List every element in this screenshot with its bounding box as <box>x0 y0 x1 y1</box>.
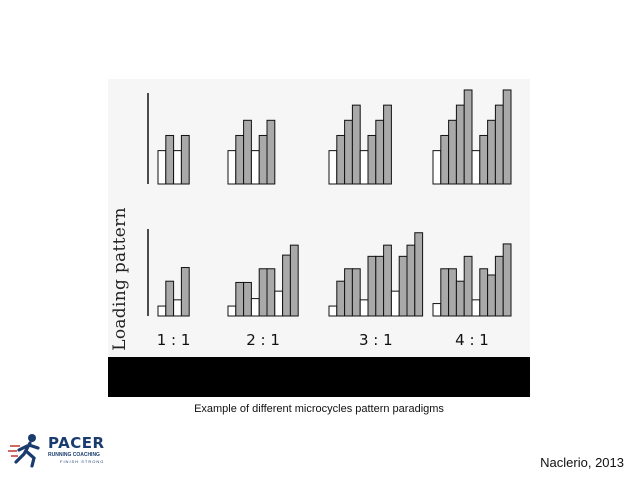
loading-bar <box>375 119 385 185</box>
unloading-bar <box>173 150 182 185</box>
loading-bar <box>351 104 361 185</box>
loading-bar <box>180 134 190 185</box>
unloading-bar <box>157 305 167 317</box>
logo-wordmark: PACER <box>48 434 105 452</box>
figure-caption: Example of different microcycles pattern… <box>194 403 444 415</box>
loading-bar <box>235 281 245 317</box>
loading-bar <box>165 134 175 185</box>
logo-tagline: FINISH STRONG <box>60 459 105 464</box>
loading-bar <box>375 255 385 317</box>
loading-bar <box>448 268 457 317</box>
citation: Naclerio, 2013 <box>540 455 624 470</box>
loading-bar <box>479 268 489 317</box>
loading-bar <box>487 274 496 317</box>
black-bar <box>108 357 530 397</box>
loading-bar <box>344 119 353 185</box>
loading-bar <box>289 244 299 317</box>
loading-bar <box>494 104 504 185</box>
logo-subtitle: RUNNING COACHING <box>48 452 100 458</box>
loading-bar <box>266 119 276 185</box>
loading-bar <box>367 134 377 185</box>
loading-bar <box>502 89 512 185</box>
unloading-bar <box>471 150 481 185</box>
loading-bar <box>440 268 450 317</box>
loading-bar <box>266 268 276 317</box>
unloading-bar <box>390 290 400 317</box>
unloading-bar <box>432 150 442 185</box>
unloading-bar <box>227 305 237 317</box>
loading-bar <box>479 134 489 185</box>
loading-bar <box>165 280 175 317</box>
loading-bar <box>243 281 252 317</box>
ratio-label: 1 : 1 <box>157 331 191 349</box>
unloading-bar <box>328 305 338 317</box>
unloading-bar <box>227 150 237 185</box>
unloading-bar <box>274 290 284 317</box>
loading-bar <box>502 243 512 317</box>
loading-bar <box>258 134 268 185</box>
loading-bar <box>336 134 346 185</box>
loading-bar <box>344 268 353 317</box>
unloading-bar <box>157 150 167 185</box>
loading-bar <box>235 134 245 185</box>
loading-bar <box>463 255 473 317</box>
loading-bar <box>398 255 408 317</box>
ratio-label: 2 : 1 <box>246 331 280 349</box>
loading-bar <box>406 244 416 317</box>
pacer-logo[interactable]: PACER RUNNING COACHING FINISH STRONG <box>8 432 118 468</box>
unloading-bar <box>173 299 182 317</box>
runner-icon <box>8 434 40 468</box>
loading-bar <box>448 119 457 185</box>
loading-bar <box>383 104 392 185</box>
unloading-bar <box>359 299 369 317</box>
unloading-bar <box>328 150 338 185</box>
ratio-label: 3 : 1 <box>359 331 393 349</box>
unloading-bar <box>250 150 260 185</box>
loading-bar <box>455 104 465 185</box>
loading-bar <box>336 280 346 317</box>
loading-bar <box>487 119 496 185</box>
ratio-label: 4 : 1 <box>455 331 489 349</box>
unloading-bar <box>432 303 442 317</box>
loading-bar <box>455 280 465 317</box>
chart-canvas: 1 : 1 2 : 1 3 : 1 4 : 1 <box>147 89 512 349</box>
loading-bar <box>180 267 190 317</box>
loading-bar <box>383 244 392 317</box>
loading-bar <box>351 268 361 317</box>
unloading-bar <box>471 299 481 317</box>
loading-bar <box>414 232 424 317</box>
loading-bar <box>367 255 377 317</box>
loading-bar <box>243 119 252 185</box>
unloading-bar <box>250 298 260 317</box>
loading-bar <box>258 268 268 317</box>
unloading-bar <box>359 150 369 185</box>
loading-bar <box>440 134 450 185</box>
loading-bar <box>282 254 291 317</box>
loading-bar <box>494 255 504 317</box>
loading-bar <box>463 89 473 185</box>
